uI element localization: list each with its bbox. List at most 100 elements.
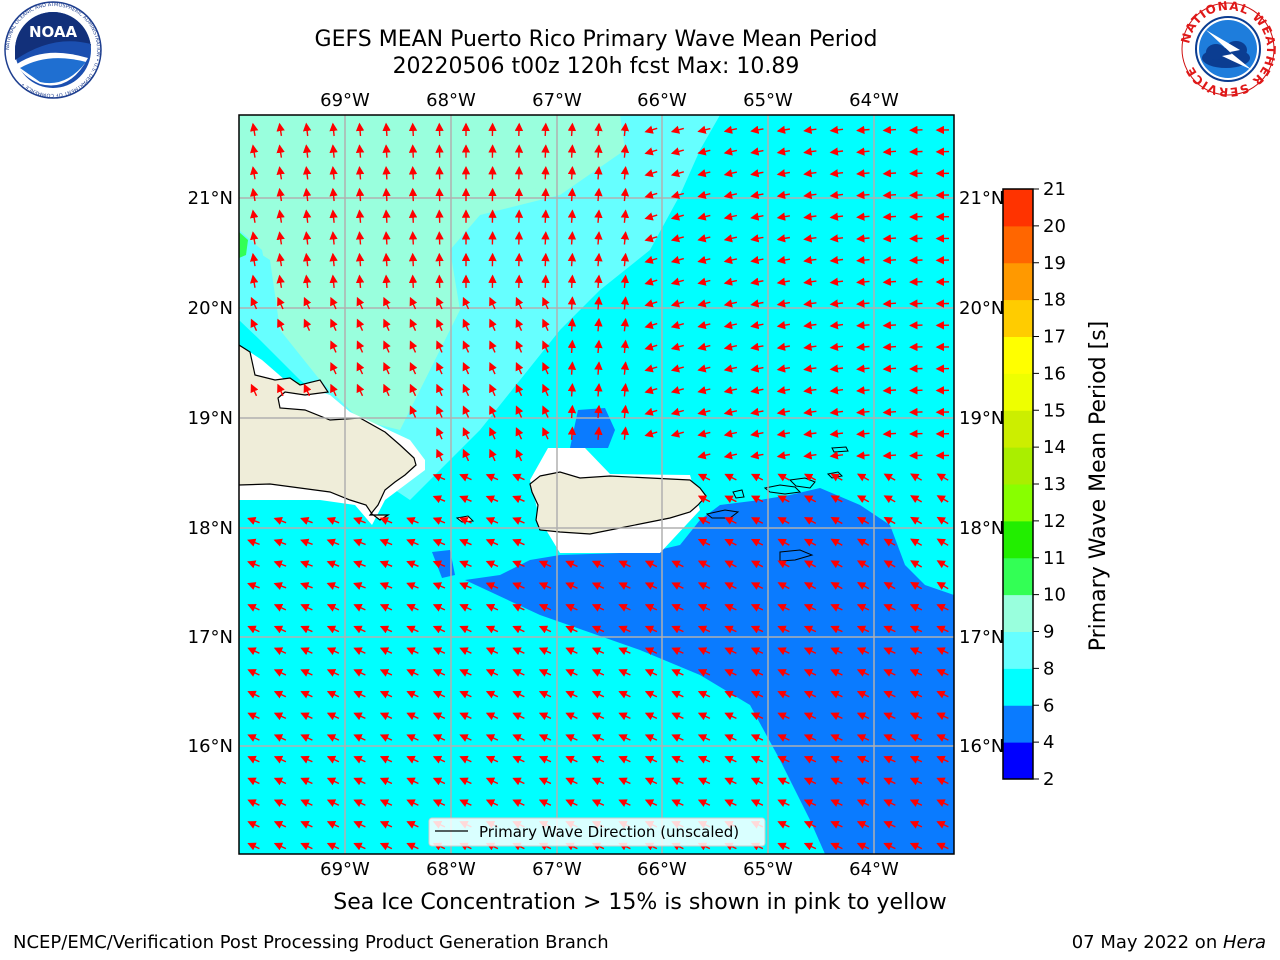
wave-arrow [355,274,365,288]
wave-arrow [803,712,817,721]
wave-arrow [485,495,499,504]
wave-arrow [803,234,817,243]
wave-arrow [512,777,525,786]
colorbar-segment [1003,336,1033,374]
wave-arrow [830,777,843,786]
wave-arrow [671,799,684,807]
wave-arrow [936,647,949,656]
wave-arrow [379,647,393,656]
wave-arrow [273,560,287,569]
wave-arrow [750,342,764,351]
wave-arrow [803,755,817,764]
wave-arrow [618,604,631,612]
wave-arrow [408,144,418,158]
wave-arrow [565,625,578,634]
lon-label: 66°W [637,859,687,880]
wave-arrow [830,625,843,634]
wave-arrow [541,122,550,137]
wave-arrow [459,647,472,656]
lat-label: 18°N [959,518,1004,539]
wave-arrow [830,821,843,829]
wave-arrow [565,647,578,656]
wave-arrow [777,560,790,569]
lat-label: 18°N [188,518,233,539]
wave-arrow [936,473,949,482]
wave-arrow [512,604,525,612]
wave-arrow [276,144,285,158]
wave-arrow [724,560,737,569]
wave-arrow [594,339,603,354]
wave-arrow [803,799,817,807]
wave-arrow [644,690,658,699]
wave-arrow [330,340,338,353]
wave-arrow [406,604,419,612]
wave-arrow [856,364,870,373]
wave-arrow [356,383,365,397]
wave-arrow [594,296,603,310]
wave-arrow [542,318,550,331]
wave-arrow [565,604,578,612]
wave-arrow [856,582,870,590]
wave-arrow [803,517,817,525]
colorbar-tick-label: 13 [1043,474,1066,495]
colorbar-tick-label: 19 [1043,253,1066,274]
wave-arrow [723,190,738,199]
wave-arrow [353,821,366,829]
wave-arrow [803,255,817,265]
lon-label: 69°W [320,859,370,880]
wave-arrow [856,190,870,200]
wave-arrow [591,560,605,569]
wave-arrow [723,364,738,373]
wave-arrow [697,647,711,656]
wave-arrow [750,625,764,634]
wave-arrow [776,169,791,178]
wave-arrow [489,427,497,440]
wave-arrow [856,147,870,156]
wave-arrow [670,147,684,156]
wave-arrow [909,669,923,677]
wave-arrow [830,669,843,677]
wave-arrow [830,473,843,482]
wave-arrow [565,755,578,764]
wave-arrow [882,299,897,308]
wave-arrow [883,604,896,612]
wave-arrow [538,734,552,742]
wave-arrow [620,426,630,440]
chart-title: GEFS MEAN Puerto Rico Primary Wave Mean … [314,27,878,52]
wave-arrow [750,560,764,569]
wave-arrow [356,296,365,310]
wave-arrow [803,473,817,482]
wave-arrow [567,252,577,267]
wave-arrow [277,383,285,397]
wave-arrow [406,734,419,742]
colorbar-segment [1003,594,1033,632]
wave-arrow [856,777,870,786]
lat-label: 16°N [188,736,233,757]
colorbar-segment [1003,262,1033,301]
wave-arrow [803,364,817,373]
wave-arrow [697,299,711,308]
wave-arrow [697,495,711,504]
wave-arrow [512,495,525,504]
wave-arrow [697,255,711,265]
wave-arrow [567,122,577,137]
wave-arrow [406,777,419,786]
lat-label: 19°N [959,408,1004,429]
wave-arrow [620,144,630,158]
lat-label: 21°N [959,188,1004,209]
wave-arrow [432,777,446,786]
wave-arrow [856,386,870,395]
wave-arrow [459,560,472,569]
wave-arrow [436,340,444,353]
wave-arrow [432,517,446,525]
wave-arrow [671,755,684,764]
wave-arrow [671,625,684,634]
wave-arrow [618,799,631,807]
wave-arrow [515,318,524,331]
wave-arrow [856,517,870,525]
wave-arrow [432,734,446,742]
colorbar-segment [1003,410,1033,448]
wave-arrow [353,712,366,721]
wave-arrow [620,122,630,137]
wave-arrow [750,517,764,525]
